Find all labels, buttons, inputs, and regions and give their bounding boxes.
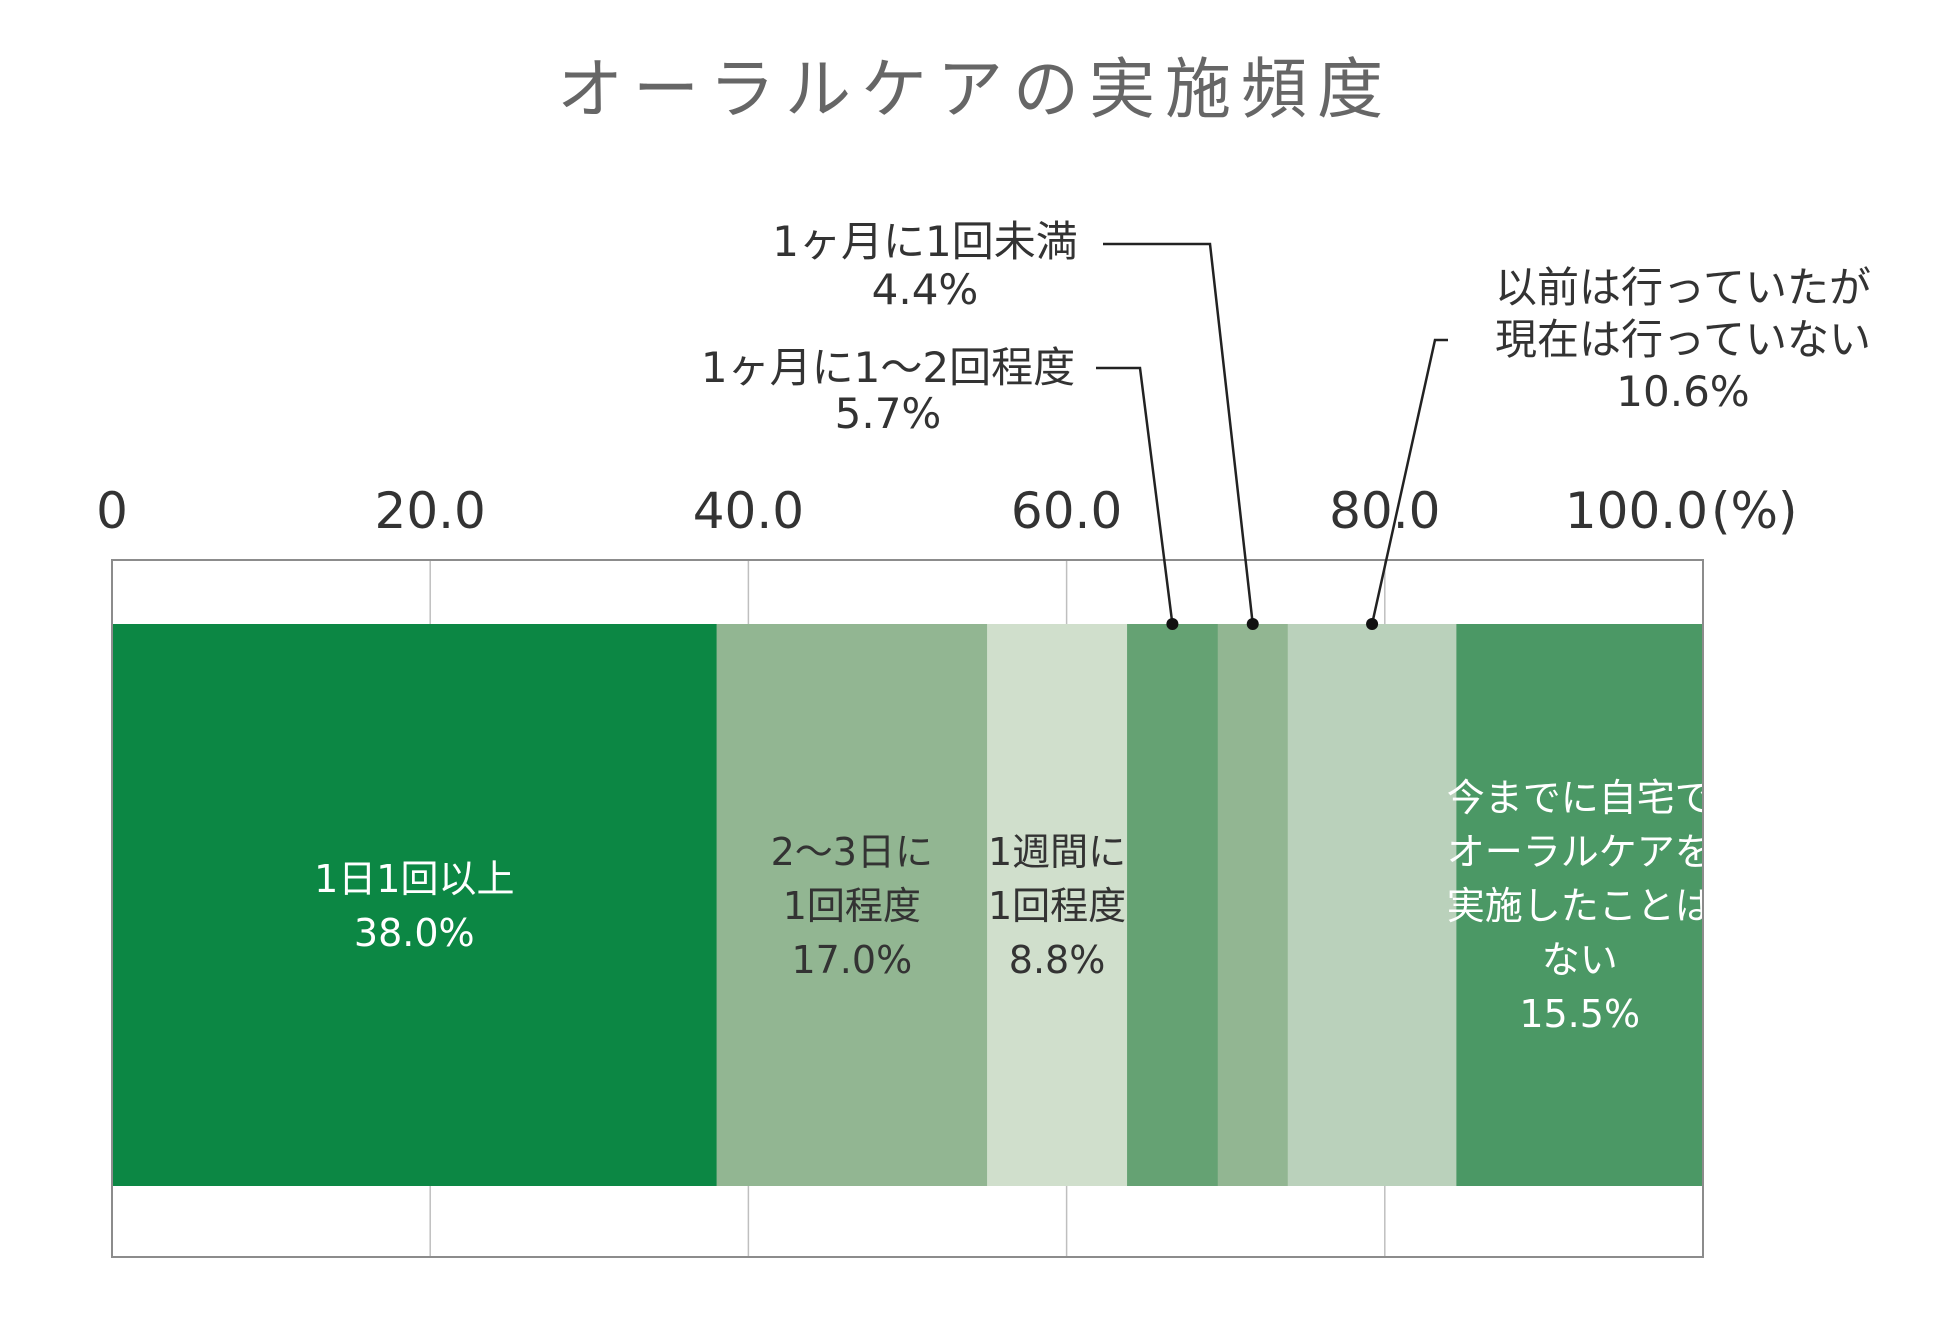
callout-dot	[1366, 618, 1379, 630]
tick-label: 80.0	[1329, 482, 1440, 540]
callout-label: 10.6%	[1616, 367, 1749, 416]
bar-segment	[1287, 624, 1457, 1186]
callout-label: 1ヶ月に1回未満	[772, 217, 1077, 266]
callout-dot	[1246, 618, 1259, 630]
data-label: オーラルケアを	[1447, 830, 1713, 874]
data-label: 実施したことは	[1447, 884, 1713, 928]
bar-segment	[112, 624, 718, 1186]
data-label: 38.0%	[354, 911, 475, 955]
tick-label: 40.0	[693, 482, 804, 540]
callout-dot	[1166, 618, 1179, 630]
bar-segment	[987, 624, 1128, 1186]
chart-title: オーラルケアの実施頻度	[557, 51, 1393, 128]
unit-label: (%)	[1711, 482, 1798, 540]
tick-label: 0	[96, 482, 128, 540]
callout-leader	[1096, 366, 1174, 625]
data-label: 1週間に	[988, 830, 1126, 874]
data-label: 8.8%	[1009, 938, 1106, 982]
data-label: 1回程度	[988, 884, 1126, 928]
tick-label: 20.0	[375, 482, 486, 540]
bar-segment	[716, 624, 988, 1186]
callout-label: 5.7%	[835, 389, 942, 438]
data-label: 1回程度	[783, 884, 921, 928]
tick-label: 60.0	[1011, 482, 1122, 540]
bar-segment	[1217, 624, 1289, 1186]
data-label: 2〜3日に	[771, 830, 933, 874]
plot-area: 0 20.0 40.0 60.0 80.0 100.0 (%) 1日1回以上 38.0% 2〜3日…	[96, 217, 1871, 1258]
data-label: 今までに自宅で	[1447, 776, 1713, 820]
callout-leader	[1370, 338, 1448, 625]
callout-label: 4.4%	[872, 265, 979, 314]
bar-segment	[1127, 624, 1219, 1186]
plot-frame	[111, 559, 1704, 1258]
data-label: 15.5%	[1519, 992, 1640, 1036]
data-label: 17.0%	[791, 938, 912, 982]
data-label: 1日1回以上	[314, 857, 514, 901]
bar-segment	[1456, 624, 1704, 1186]
data-label: ない	[1542, 938, 1618, 982]
callout-leader	[1103, 242, 1254, 625]
callout-label: 現在は行っていない	[1495, 315, 1871, 364]
callout-label: 以前は行っていたが	[1495, 263, 1871, 312]
callout-label: 1ヶ月に1〜2回程度	[701, 343, 1075, 392]
tick-label: 100.0	[1565, 482, 1708, 540]
